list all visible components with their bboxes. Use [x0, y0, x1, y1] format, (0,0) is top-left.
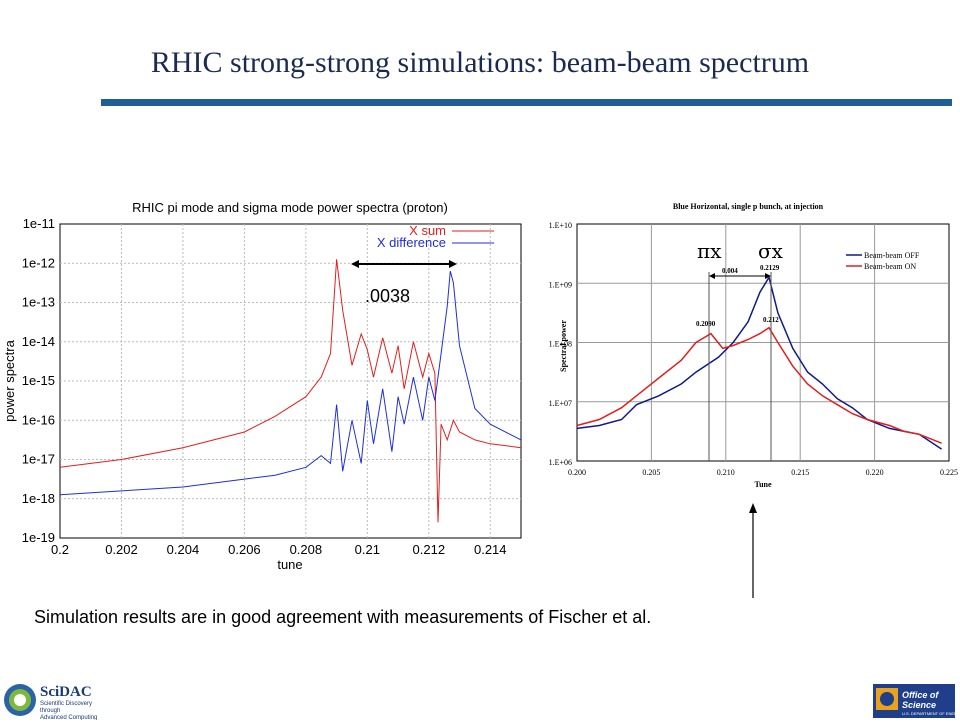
x-tick-label: 0.225	[940, 468, 958, 477]
left-xlabel: tune	[277, 557, 302, 572]
title-divider	[101, 99, 952, 106]
sigma-on-peak-value: 0.212	[763, 316, 779, 324]
x-tick-label: 0.202	[105, 542, 138, 557]
x-tick-label: 0.2	[51, 542, 69, 557]
right-annotations: πx σx 0.004 0.2129 0.2090 0.212	[696, 239, 784, 461]
x-tick-label: 0.212	[413, 542, 446, 557]
series-line-beam-beam-off	[576, 275, 943, 450]
spacing-label: .0038	[365, 286, 410, 306]
series-line-beam-beam-on	[576, 326, 942, 444]
y-tick-label: 1.E+10	[549, 221, 572, 230]
x-tick-label: 0.204	[167, 542, 200, 557]
x-tick-label: 0.215	[791, 468, 809, 477]
svg-text:through: through	[40, 708, 60, 714]
y-tick-label: 1.E+09	[549, 280, 572, 289]
left-chart-title: RHIC pi mode and sigma mode power spectr…	[132, 200, 448, 215]
svg-text:Science: Science	[902, 700, 936, 710]
scidac-logo-graphic: SciDAC Scientific Discovery through Adva…	[4, 684, 97, 721]
right-legend: Beam-beam OFF Beam-beam ON	[846, 251, 920, 271]
y-tick-label: 1e-16	[22, 412, 55, 427]
svg-text:Office of: Office of	[902, 690, 939, 700]
y-tick-label: 1.E+08	[549, 340, 572, 349]
legend-bb-on-label: Beam-beam ON	[864, 262, 916, 271]
y-tick-label: 1e-19	[22, 530, 55, 545]
left-ylabel: power spectra	[2, 339, 17, 421]
x-tick-label: 0.21	[355, 542, 380, 557]
svg-text:Scientific Discovery: Scientific Discovery	[40, 701, 92, 707]
right-chart: Blue Horizontal, single p bunch, at inje…	[549, 202, 958, 489]
left-y-ticks: 1e-11 1e-12 1e-13 1e-14 1e-15 1e-16 1e-17 1e-18…	[22, 216, 55, 545]
y-tick-label: 1e-13	[22, 295, 55, 310]
right-series	[576, 275, 943, 450]
y-tick-label: 1e-12	[22, 255, 55, 270]
legend-x-sum-label: X sum	[409, 223, 446, 238]
x-tick-label: 0.220	[866, 468, 884, 477]
right-xlabel: Tune	[754, 480, 772, 489]
x-tick-label: 0.200	[568, 468, 586, 477]
x-tick-label: 0.214	[474, 542, 507, 557]
office-of-science-logo-graphic: Office of Science U.S. DEPARTMENT OF ENE…	[873, 684, 960, 718]
x-tick-label: 0.210	[717, 468, 735, 477]
svg-text:U.S. DEPARTMENT OF ENERGY: U.S. DEPARTMENT OF ENERGY	[902, 711, 955, 716]
left-x-ticks: 0.2 0.202 0.204 0.206 0.208 0.21 0.212 0.214	[51, 542, 507, 557]
right-x-ticks: 0.200 0.205 0.210 0.215 0.220 0.225	[568, 468, 958, 477]
mode-spacing-arrow-right	[765, 273, 771, 279]
y-tick-label: 1e-14	[22, 334, 55, 349]
right-y-ticks: 1.E+10 1.E+09 1.E+08 1.E+07 1.E+06	[549, 221, 572, 467]
x-tick-label: 0.205	[642, 468, 660, 477]
pointer-arrow-head	[749, 503, 757, 513]
left-legend: X sum X difference	[377, 223, 494, 250]
spacing-arrow-left-head	[351, 260, 359, 268]
spacing-annotation: .0038	[351, 260, 457, 306]
series-line-x-sum	[59, 259, 522, 523]
legend-x-diff-label: X difference	[377, 235, 446, 250]
right-chart-title: Blue Horizontal, single p bunch, at inje…	[673, 202, 824, 211]
slide-title: RHIC strong-strong simulations: beam-bea…	[150, 46, 810, 79]
y-tick-label: 1e-11	[23, 216, 55, 231]
svg-text:Advanced Computing: Advanced Computing	[40, 715, 97, 720]
y-tick-label: 1e-17	[22, 452, 55, 467]
left-series	[59, 259, 522, 523]
pi-peak-value: 0.2090	[696, 320, 716, 328]
office-of-science-logo: Office of Science U.S. DEPARTMENT OF ENE…	[873, 684, 960, 718]
x-tick-label: 0.206	[228, 542, 261, 557]
legend-bb-off-label: Beam-beam OFF	[864, 251, 920, 260]
y-tick-label: 1.E+06	[549, 458, 572, 467]
left-grid	[60, 224, 521, 538]
caption-text: Simulation results are in good agreement…	[34, 607, 652, 627]
series-line-x-difference	[59, 270, 522, 496]
x-tick-label: 0.208	[290, 542, 323, 557]
y-tick-label: 1e-15	[22, 373, 55, 388]
sigma-peak-value: 0.2129	[760, 264, 780, 272]
y-tick-label: 1.E+07	[549, 399, 572, 408]
sigma-mode-label: σx	[758, 239, 784, 263]
spacing-arrow-right-head	[449, 260, 457, 268]
left-chart: RHIC pi mode and sigma mode power spectr…	[2, 200, 522, 572]
scidac-logo: SciDAC Scientific Discovery through Adva…	[2, 678, 112, 721]
mode-spacing-arrow-left	[709, 273, 715, 279]
y-tick-label: 1e-18	[22, 491, 55, 506]
right-ylabel: Spectral power	[559, 320, 568, 372]
pi-mode-label: πx	[697, 239, 722, 263]
svg-text:SciDAC: SciDAC	[40, 684, 92, 700]
mode-spacing-label: 0.004	[722, 267, 738, 275]
